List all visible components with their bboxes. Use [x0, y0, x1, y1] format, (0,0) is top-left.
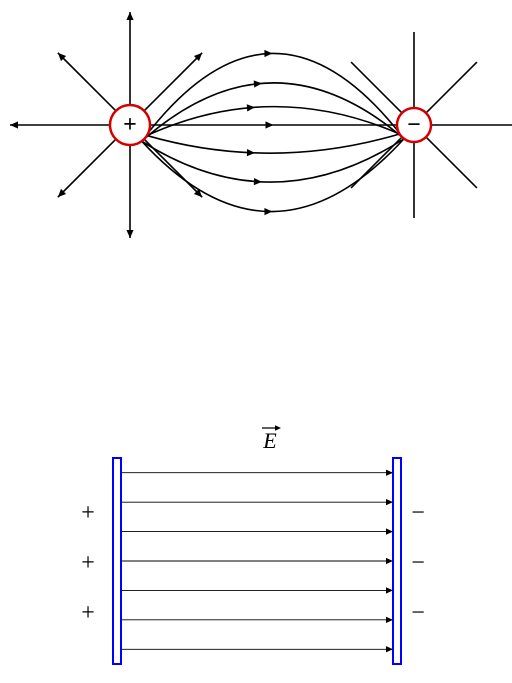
negative-charge-label: − — [407, 112, 421, 138]
figure-root: +−E+−+−+− — [0, 0, 512, 683]
e-field-label: E — [262, 425, 281, 453]
capacitor-diagram: E + − + − + − — [81, 425, 425, 664]
capacitor-plate-left — [113, 458, 121, 664]
capacitor-plus-label: + — [81, 600, 95, 626]
capacitor-minus-label: − — [411, 550, 425, 576]
capacitor-plate-right — [393, 458, 401, 664]
capacitor-plus-label: + — [81, 550, 95, 576]
svg-text:E: E — [262, 428, 277, 453]
capacitor-minus-label: − — [411, 500, 425, 526]
positive-charge-label: + — [123, 112, 137, 138]
capacitor-minus-label: − — [411, 600, 425, 626]
dipole-diagram: +− — [10, 12, 512, 238]
capacitor-plus-label: + — [81, 500, 95, 526]
capacitor-field-lines — [121, 470, 393, 653]
